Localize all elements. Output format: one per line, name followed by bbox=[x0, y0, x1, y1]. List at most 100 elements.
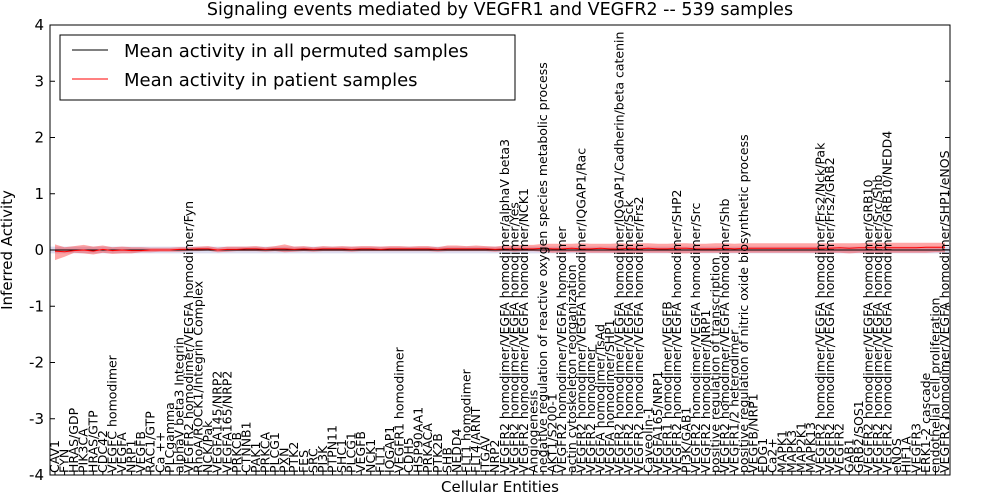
x-tick-label: FYN bbox=[57, 449, 72, 473]
x-tick-label: eNOS bbox=[889, 438, 904, 473]
x-tick-label: CDH5 bbox=[401, 437, 416, 473]
legend-label-patient: Mean activity in patient samples bbox=[124, 70, 418, 91]
x-tick-label: VEGFR2 homodimer/VEGFA homodimer/IQGAP1/… bbox=[612, 32, 627, 473]
x-tick-label: VEGFA homodimer/SHP1 bbox=[602, 319, 617, 473]
x-tick-label: VEGFR2 homodimer/VEGFA homodimer/SHP1/eN… bbox=[937, 150, 952, 473]
x-tick-label: NCK1 bbox=[363, 439, 378, 473]
x-tick-label: VEGFR2 homodimer/VEGFA homodimer/alphaV … bbox=[497, 139, 512, 473]
x-tick-label: VEGFA bbox=[114, 432, 129, 473]
y-tick-label: 0 bbox=[34, 241, 44, 259]
legend: Mean activity in all permuted samples Me… bbox=[59, 34, 516, 101]
x-tick-label: PAK1 bbox=[248, 442, 263, 473]
x-tick-label: VEGFC homodimer bbox=[104, 354, 119, 473]
x-tick-label: NCK/Pak bbox=[200, 420, 215, 473]
x-tick-label: VEGFA145/NRP2 bbox=[210, 371, 225, 473]
x-tick-label: VEGFR2 homodimer/VEGFA homodimer/GRB10/N… bbox=[880, 131, 895, 473]
x-tick-label: VEGFR2 homodimer/VEGFA homodimer/Fyn bbox=[181, 201, 196, 473]
y-tick-label: -1 bbox=[29, 297, 44, 315]
x-tick-label: PI3K/GAB1 bbox=[679, 407, 694, 473]
x-tick-label: VEGFR2 homodimer/NRP1 bbox=[698, 310, 713, 473]
x-tick-label: VEGFR3 bbox=[908, 423, 923, 473]
y-tick-label: -3 bbox=[29, 410, 44, 428]
x-tick-label: VEGFR2 homodimer/VEGFA homodimer/Frs2 bbox=[631, 196, 646, 473]
y-tick-label: 3 bbox=[34, 72, 44, 90]
x-tick-label: PIK3CA bbox=[76, 428, 91, 473]
x-tick-label: VEGFA165/NRP1 bbox=[650, 371, 665, 473]
x-tick-label: positive regulation of transcription bbox=[707, 257, 722, 473]
x-tick-label: PRKCA bbox=[258, 432, 273, 473]
x-tick-label: VEGFR2 homodimer/VEGFA homodimer/IQGAP1/… bbox=[573, 148, 588, 473]
y-tick-label: 4 bbox=[34, 16, 44, 34]
x-tick-label: AKT1/S200-1 bbox=[545, 393, 560, 473]
x-tick-label: NRP1 bbox=[124, 439, 139, 473]
x-tick-label: VEGFR2 homodimer/VEGFA homodimer/GRB10 bbox=[860, 179, 875, 473]
x-tick-label: FLT1 homodimer bbox=[459, 368, 474, 473]
x-tick-label: negative regulation of reactive oxygen s… bbox=[535, 62, 550, 473]
x-tick-label: PI3K bbox=[315, 445, 330, 473]
x-tick-label: HIF1A bbox=[899, 436, 914, 473]
y-tick-label: -4 bbox=[29, 466, 44, 484]
lines-layer bbox=[54, 246, 945, 253]
x-tick-label: Angiogenesis bbox=[525, 390, 540, 473]
x-tick-label: EDG1 bbox=[755, 438, 770, 473]
y-tick-label: 1 bbox=[34, 185, 44, 203]
plot-frame bbox=[49, 24, 951, 476]
x-tick-label: alphaV beta3 Integrin bbox=[171, 337, 186, 473]
x-tick-label: SHC1 bbox=[334, 439, 349, 473]
x-tick-label: HRAS/GTP bbox=[85, 410, 100, 473]
x-tick-label: VEGFR1 homodimer bbox=[392, 346, 407, 473]
x-tick-label: VEGFR2 homodimer/VEGFA homodimer/NCK1 bbox=[516, 188, 531, 473]
legend-label-permuted: Mean activity in all permuted samples bbox=[124, 41, 468, 62]
x-tick-label: VEGFR2 bbox=[832, 423, 847, 473]
x-tick-label: IQGAP1 bbox=[382, 426, 397, 473]
legend-box bbox=[59, 34, 516, 101]
x-tick-label: PTPN11 bbox=[325, 425, 340, 473]
x-tick-label: ERK1-2 cascade bbox=[918, 372, 933, 473]
x-tick-label: NRP2 bbox=[487, 439, 502, 473]
x-tick-label: CAV1 bbox=[47, 440, 62, 473]
x-tick-label: VEGFR2 homodimer/VEGFA homodimer/Yes bbox=[506, 202, 521, 473]
x-tick-label: VEGFR2 homodimer/VEGFA homodimer/Frs2/Nc… bbox=[813, 142, 828, 473]
y-tick-label: 2 bbox=[34, 129, 44, 147]
x-tick-label: PRKACA bbox=[420, 423, 435, 473]
x-tick-label: PXN bbox=[277, 448, 292, 473]
x-tick-label: FLT4/ARNT bbox=[468, 406, 483, 473]
x-tick-label: GRB2/SOS1 bbox=[851, 400, 866, 473]
x-tick-label: Caveolin-1 bbox=[640, 407, 655, 473]
x-tick-label: FES bbox=[296, 450, 311, 473]
x-tick-label: PTK2B bbox=[430, 433, 445, 473]
x-tick-label: GAB1 bbox=[841, 438, 856, 473]
x-tick-label: VEGFR2 homodimer/VEGFA homodimer bbox=[554, 226, 569, 473]
y-tick-label: -2 bbox=[29, 354, 44, 372]
series-line-patient bbox=[54, 246, 945, 253]
x-tick-label: VEGFR2 homodimer/VEGFA homodimer/Frs2/GR… bbox=[822, 157, 837, 473]
x-tick-label: PLCG1 bbox=[344, 432, 359, 473]
x-tick-label: VEGFR1/2 heterodimer bbox=[726, 329, 741, 473]
x-tick-label: VEGFB bbox=[133, 431, 148, 473]
x-tick-label: endothelial cell proliferation bbox=[927, 298, 942, 473]
x-tick-label: VEGFA homodimer/TsAd bbox=[592, 324, 607, 473]
x-tick-label: PRKCB bbox=[229, 432, 244, 473]
x-tick-label: VEGFR2 homodimer bbox=[583, 346, 598, 473]
x-tick-label: HSP90AA1 bbox=[411, 407, 426, 473]
x-tick-label: VEGFA165/NRP2 bbox=[219, 371, 234, 473]
x-tick-label: PTK2 bbox=[286, 442, 301, 473]
x-tick-label: VEGFR1 homodimer/VEGFB bbox=[659, 301, 674, 473]
x-tick-label: MAPK1 bbox=[774, 430, 789, 473]
x-tick-label: MAPK13 bbox=[803, 422, 818, 473]
x-tick-label: positive regulation of nitric oxide bios… bbox=[736, 134, 751, 473]
x-tick-label: CTNNB1 bbox=[238, 421, 253, 473]
x-tick-label: VEGFR2 homodimer/VEGFA homodimer/SHP2 bbox=[669, 189, 684, 473]
x-tick-label: Ca2+ bbox=[765, 438, 780, 473]
x-tick-label: RhoA/ROCK1/Integrin Complex bbox=[191, 281, 206, 473]
x-tick-label: VEGFR2 homodimer/VEGFA homodimer/Shb bbox=[717, 198, 732, 473]
x-tick-label: CDC42 bbox=[95, 430, 110, 473]
x-tick-label: ITGAV bbox=[478, 435, 493, 473]
x-tick-label: VEGFR2 homodimer/VEGFA homodimer/Src bbox=[688, 203, 703, 473]
x-tick-label: VEGFR2 homodimer/VEGFA homodimer/Src/Shb bbox=[870, 175, 885, 473]
x-tick-label: FLT1 bbox=[372, 445, 387, 473]
chart-title: Signaling events mediated by VEGFR1 and … bbox=[207, 0, 793, 20]
x-tick-label: VEGFB bbox=[353, 431, 368, 473]
x-tick-label: actin cytoskeleton reorganization bbox=[564, 264, 579, 473]
